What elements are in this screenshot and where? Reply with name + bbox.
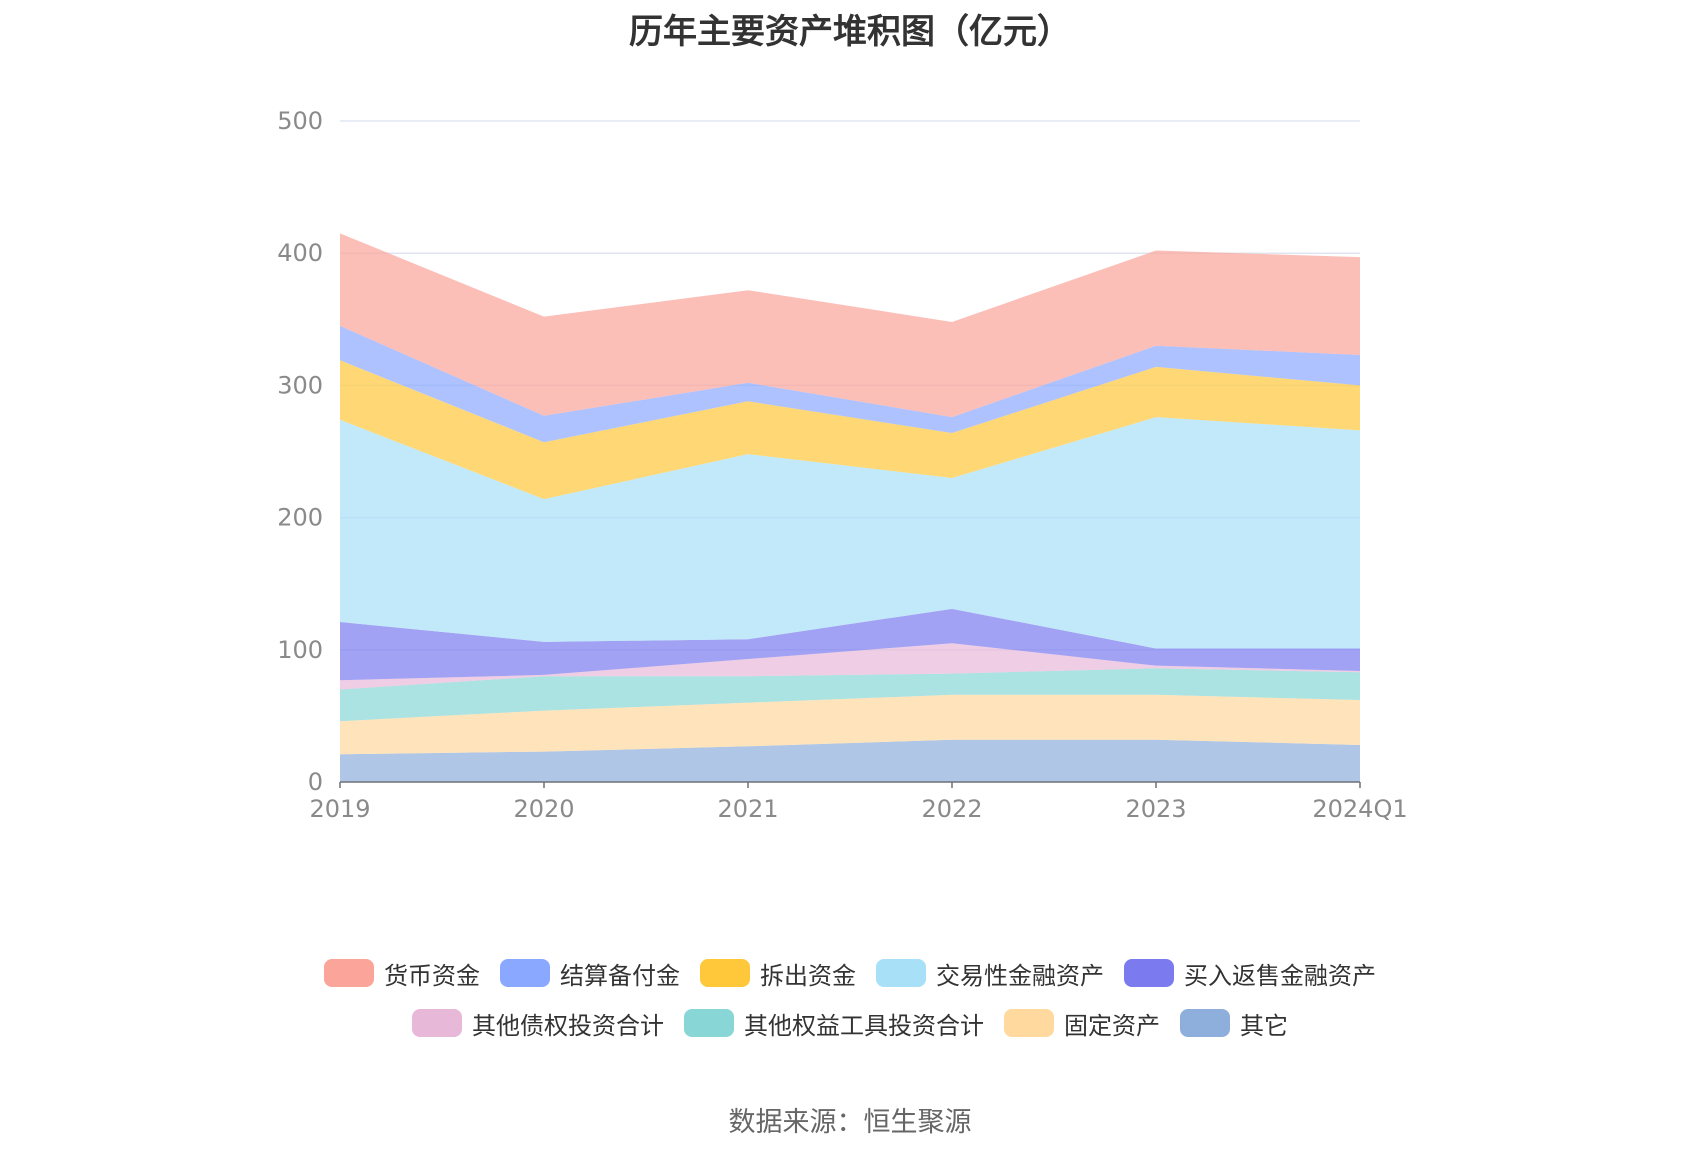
legend-row-2: 其他债权投资合计 其他权益工具投资合计 固定资产 其它 <box>0 998 1700 1048</box>
area-series-3 <box>340 643 1360 690</box>
y-tick-label: 300 <box>277 371 323 399</box>
area-series-1 <box>340 694 1360 755</box>
legend-swatch <box>500 959 550 987</box>
legend-label: 拆出资金 <box>760 961 856 990</box>
legend-label: 结算备付金 <box>560 961 680 990</box>
legend-swatch <box>412 1009 462 1037</box>
area-series-2 <box>340 668 1360 722</box>
legend-item[interactable]: 其他权益工具投资合计 <box>684 1006 984 1041</box>
x-axis <box>339 781 1361 788</box>
stacked-area-chart: 0 100 200 300 400 500 2019 2020 2021 2022 2023 202… <box>277 107 1407 823</box>
legend: 货币资金 结算备付金 拆出资金 交易性金融资产 买入返售金融资产 其他债权投资合计 其他权… <box>0 948 1700 1048</box>
legend-label: 固定资产 <box>1064 1011 1160 1040</box>
legend-label: 其他权益工具投资合计 <box>744 1011 984 1040</box>
area-series-8 <box>340 233 1360 418</box>
data-source: 数据来源：恒生聚源 <box>728 1107 972 1138</box>
legend-label: 其他债权投资合计 <box>472 1011 664 1040</box>
x-tick-label: 2024Q1 <box>1312 795 1407 823</box>
legend-swatch <box>324 959 374 987</box>
y-tick-label: 0 <box>308 768 323 796</box>
x-tick-label: 2022 <box>921 795 982 823</box>
area-series-4 <box>340 608 1360 681</box>
area-series-0 <box>340 739 1360 782</box>
legend-item[interactable]: 其它 <box>1180 1006 1288 1041</box>
legend-item[interactable]: 拆出资金 <box>700 956 856 991</box>
y-tick-label: 200 <box>277 504 323 532</box>
legend-swatch <box>700 959 750 987</box>
x-tick-label: 2020 <box>513 795 574 823</box>
legend-label: 其它 <box>1240 1011 1288 1040</box>
chart-title: 历年主要资产堆积图（亿元） <box>629 12 1071 52</box>
legend-swatch <box>684 1009 734 1037</box>
legend-swatch <box>876 959 926 987</box>
x-tick-label: 2021 <box>717 795 778 823</box>
legend-swatch <box>1180 1009 1230 1037</box>
legend-item[interactable]: 其他债权投资合计 <box>412 1006 664 1041</box>
legend-item[interactable]: 买入返售金融资产 <box>1124 956 1376 991</box>
y-tick-label: 400 <box>277 239 323 267</box>
area-series-7 <box>340 325 1360 443</box>
legend-label: 买入返售金融资产 <box>1184 961 1376 990</box>
y-tick-label: 100 <box>277 636 323 664</box>
x-axis-ticks: 2019 2020 2021 2022 2023 2024Q1 <box>309 795 1407 823</box>
area-series <box>340 233 1360 782</box>
x-tick-label: 2019 <box>309 795 370 823</box>
legend-label: 交易性金融资产 <box>936 961 1104 990</box>
legend-swatch <box>1004 1009 1054 1037</box>
y-tick-label: 500 <box>277 107 323 135</box>
legend-item[interactable]: 货币资金 <box>324 956 480 991</box>
area-series-6 <box>340 360 1360 500</box>
legend-swatch <box>1124 959 1174 987</box>
y-axis-ticks: 0 100 200 300 400 500 <box>277 107 323 796</box>
legend-item[interactable]: 固定资产 <box>1004 1006 1160 1041</box>
legend-item[interactable]: 结算备付金 <box>500 956 680 991</box>
area-series-5 <box>340 417 1360 649</box>
legend-label: 货币资金 <box>384 961 480 990</box>
x-tick-label: 2023 <box>1125 795 1186 823</box>
legend-row-1: 货币资金 结算备付金 拆出资金 交易性金融资产 买入返售金融资产 <box>0 948 1700 998</box>
legend-item[interactable]: 交易性金融资产 <box>876 956 1104 991</box>
